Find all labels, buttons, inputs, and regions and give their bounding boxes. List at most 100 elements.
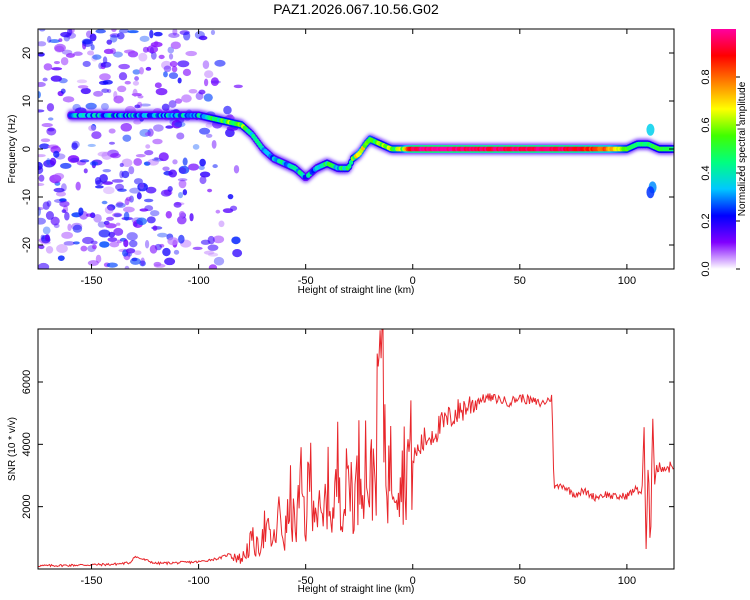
snr-y-tick-label: 4000 xyxy=(21,432,33,456)
noise-speckle xyxy=(38,174,45,182)
noise-speckle xyxy=(144,150,154,156)
noise-speckle xyxy=(112,212,123,218)
spectrogram-x-label: Height of straight line (km) xyxy=(298,285,415,296)
noise-speckle xyxy=(60,57,69,66)
noise-speckle xyxy=(173,249,180,255)
noise-speckle xyxy=(147,158,159,166)
noise-speckle xyxy=(163,65,172,73)
noise-speckle xyxy=(177,60,190,68)
noise-speckle xyxy=(67,155,80,163)
noise-speckle xyxy=(69,157,80,163)
noise-speckle xyxy=(119,162,124,168)
noise-speckle xyxy=(106,88,112,94)
noise-speckle xyxy=(102,168,112,173)
noise-speckle xyxy=(80,87,91,95)
noise-speckle xyxy=(76,79,88,84)
noise-speckle xyxy=(116,32,125,40)
noise-speckle xyxy=(175,98,183,104)
noise-speckle xyxy=(88,125,97,132)
noise-speckle xyxy=(53,223,60,229)
noise-speckle xyxy=(111,29,117,33)
noise-speckle xyxy=(39,143,50,150)
noise-speckle xyxy=(64,211,70,221)
noise-speckle xyxy=(46,103,55,112)
noise-speckle xyxy=(232,248,243,258)
spectrogram-y-tick-label: 0 xyxy=(21,146,33,152)
noise-speckle xyxy=(125,248,136,254)
noise-speckle xyxy=(117,85,127,93)
colorbar-label: Normalized spectral amplitude xyxy=(737,81,748,216)
noise-speckle xyxy=(105,223,117,229)
noise-speckle xyxy=(50,75,62,82)
noise-speckle xyxy=(132,88,138,97)
noise-speckle xyxy=(99,173,108,183)
colorbar-tick-label: 0.6 xyxy=(700,117,712,132)
noise-speckle xyxy=(50,216,60,226)
noise-speckle xyxy=(42,201,50,210)
noise-speckle xyxy=(210,77,219,87)
colorbar-gradient xyxy=(711,29,736,269)
noise-speckle xyxy=(202,60,210,70)
noise-speckle xyxy=(192,246,203,251)
noise-speckle xyxy=(38,41,47,47)
noise-speckle xyxy=(205,122,213,128)
noise-speckle xyxy=(135,153,146,158)
snr-x-tick-label: -150 xyxy=(81,575,103,587)
noise-speckle xyxy=(162,166,170,172)
noise-speckle xyxy=(178,167,187,174)
noise-speckle xyxy=(123,239,129,248)
noise-speckle xyxy=(163,71,168,78)
noise-speckle xyxy=(59,200,70,208)
noise-speckle xyxy=(101,151,113,160)
noise-speckle xyxy=(38,217,46,225)
noise-speckle xyxy=(106,216,114,221)
noise-speckle xyxy=(101,88,110,93)
snr-x-tick-label: 0 xyxy=(410,575,416,587)
noise-speckle xyxy=(133,158,143,166)
noise-speckle xyxy=(168,72,179,79)
noise-speckle xyxy=(53,60,61,65)
noise-speckle xyxy=(119,170,124,179)
colorbar-tick-label: 0.4 xyxy=(700,165,712,180)
ridge-inner-blob xyxy=(348,160,354,165)
noise-speckle xyxy=(178,179,187,189)
noise-speckle xyxy=(63,241,75,246)
noise-speckle xyxy=(97,221,106,228)
noise-speckle xyxy=(178,211,186,219)
snr-frame xyxy=(37,328,675,570)
noise-speckle xyxy=(106,262,118,268)
noise-speckle xyxy=(87,143,96,147)
noise-speckle xyxy=(171,65,178,73)
ridge-isolated-blob xyxy=(646,186,655,199)
noise-speckle xyxy=(149,210,160,217)
spectrogram-x-ticks: -150 -100 -50 0 50 100 xyxy=(81,29,636,287)
spectrogram-y-label: Frequency (Hz) xyxy=(7,115,18,184)
noise-speckle xyxy=(153,31,163,37)
snr-x-tick-label: -100 xyxy=(188,575,210,587)
noise-speckle xyxy=(165,125,174,129)
noise-speckle xyxy=(136,192,142,200)
noise-speckle xyxy=(108,128,116,134)
noise-speckle xyxy=(109,241,120,248)
noise-speckle xyxy=(113,227,124,236)
noise-speckle xyxy=(66,29,73,36)
noise-speckle xyxy=(128,166,135,175)
noise-speckle xyxy=(146,216,156,224)
noise-speckle xyxy=(203,250,215,255)
noise-speckle xyxy=(93,213,102,223)
noise-speckle xyxy=(146,45,159,54)
noise-speckle xyxy=(38,109,45,113)
noise-speckle xyxy=(113,51,123,58)
noise-speckle xyxy=(168,169,178,178)
noise-speckle xyxy=(177,178,188,182)
noise-speckle xyxy=(129,240,138,248)
noise-speckle xyxy=(199,176,207,185)
noise-speckle xyxy=(177,77,182,84)
noise-speckle xyxy=(56,244,68,253)
noise-speckle xyxy=(172,29,178,36)
noise-speckle xyxy=(207,252,219,257)
noise-speckle xyxy=(153,263,166,268)
noise-speckle xyxy=(139,208,149,212)
noise-speckle xyxy=(49,39,60,44)
